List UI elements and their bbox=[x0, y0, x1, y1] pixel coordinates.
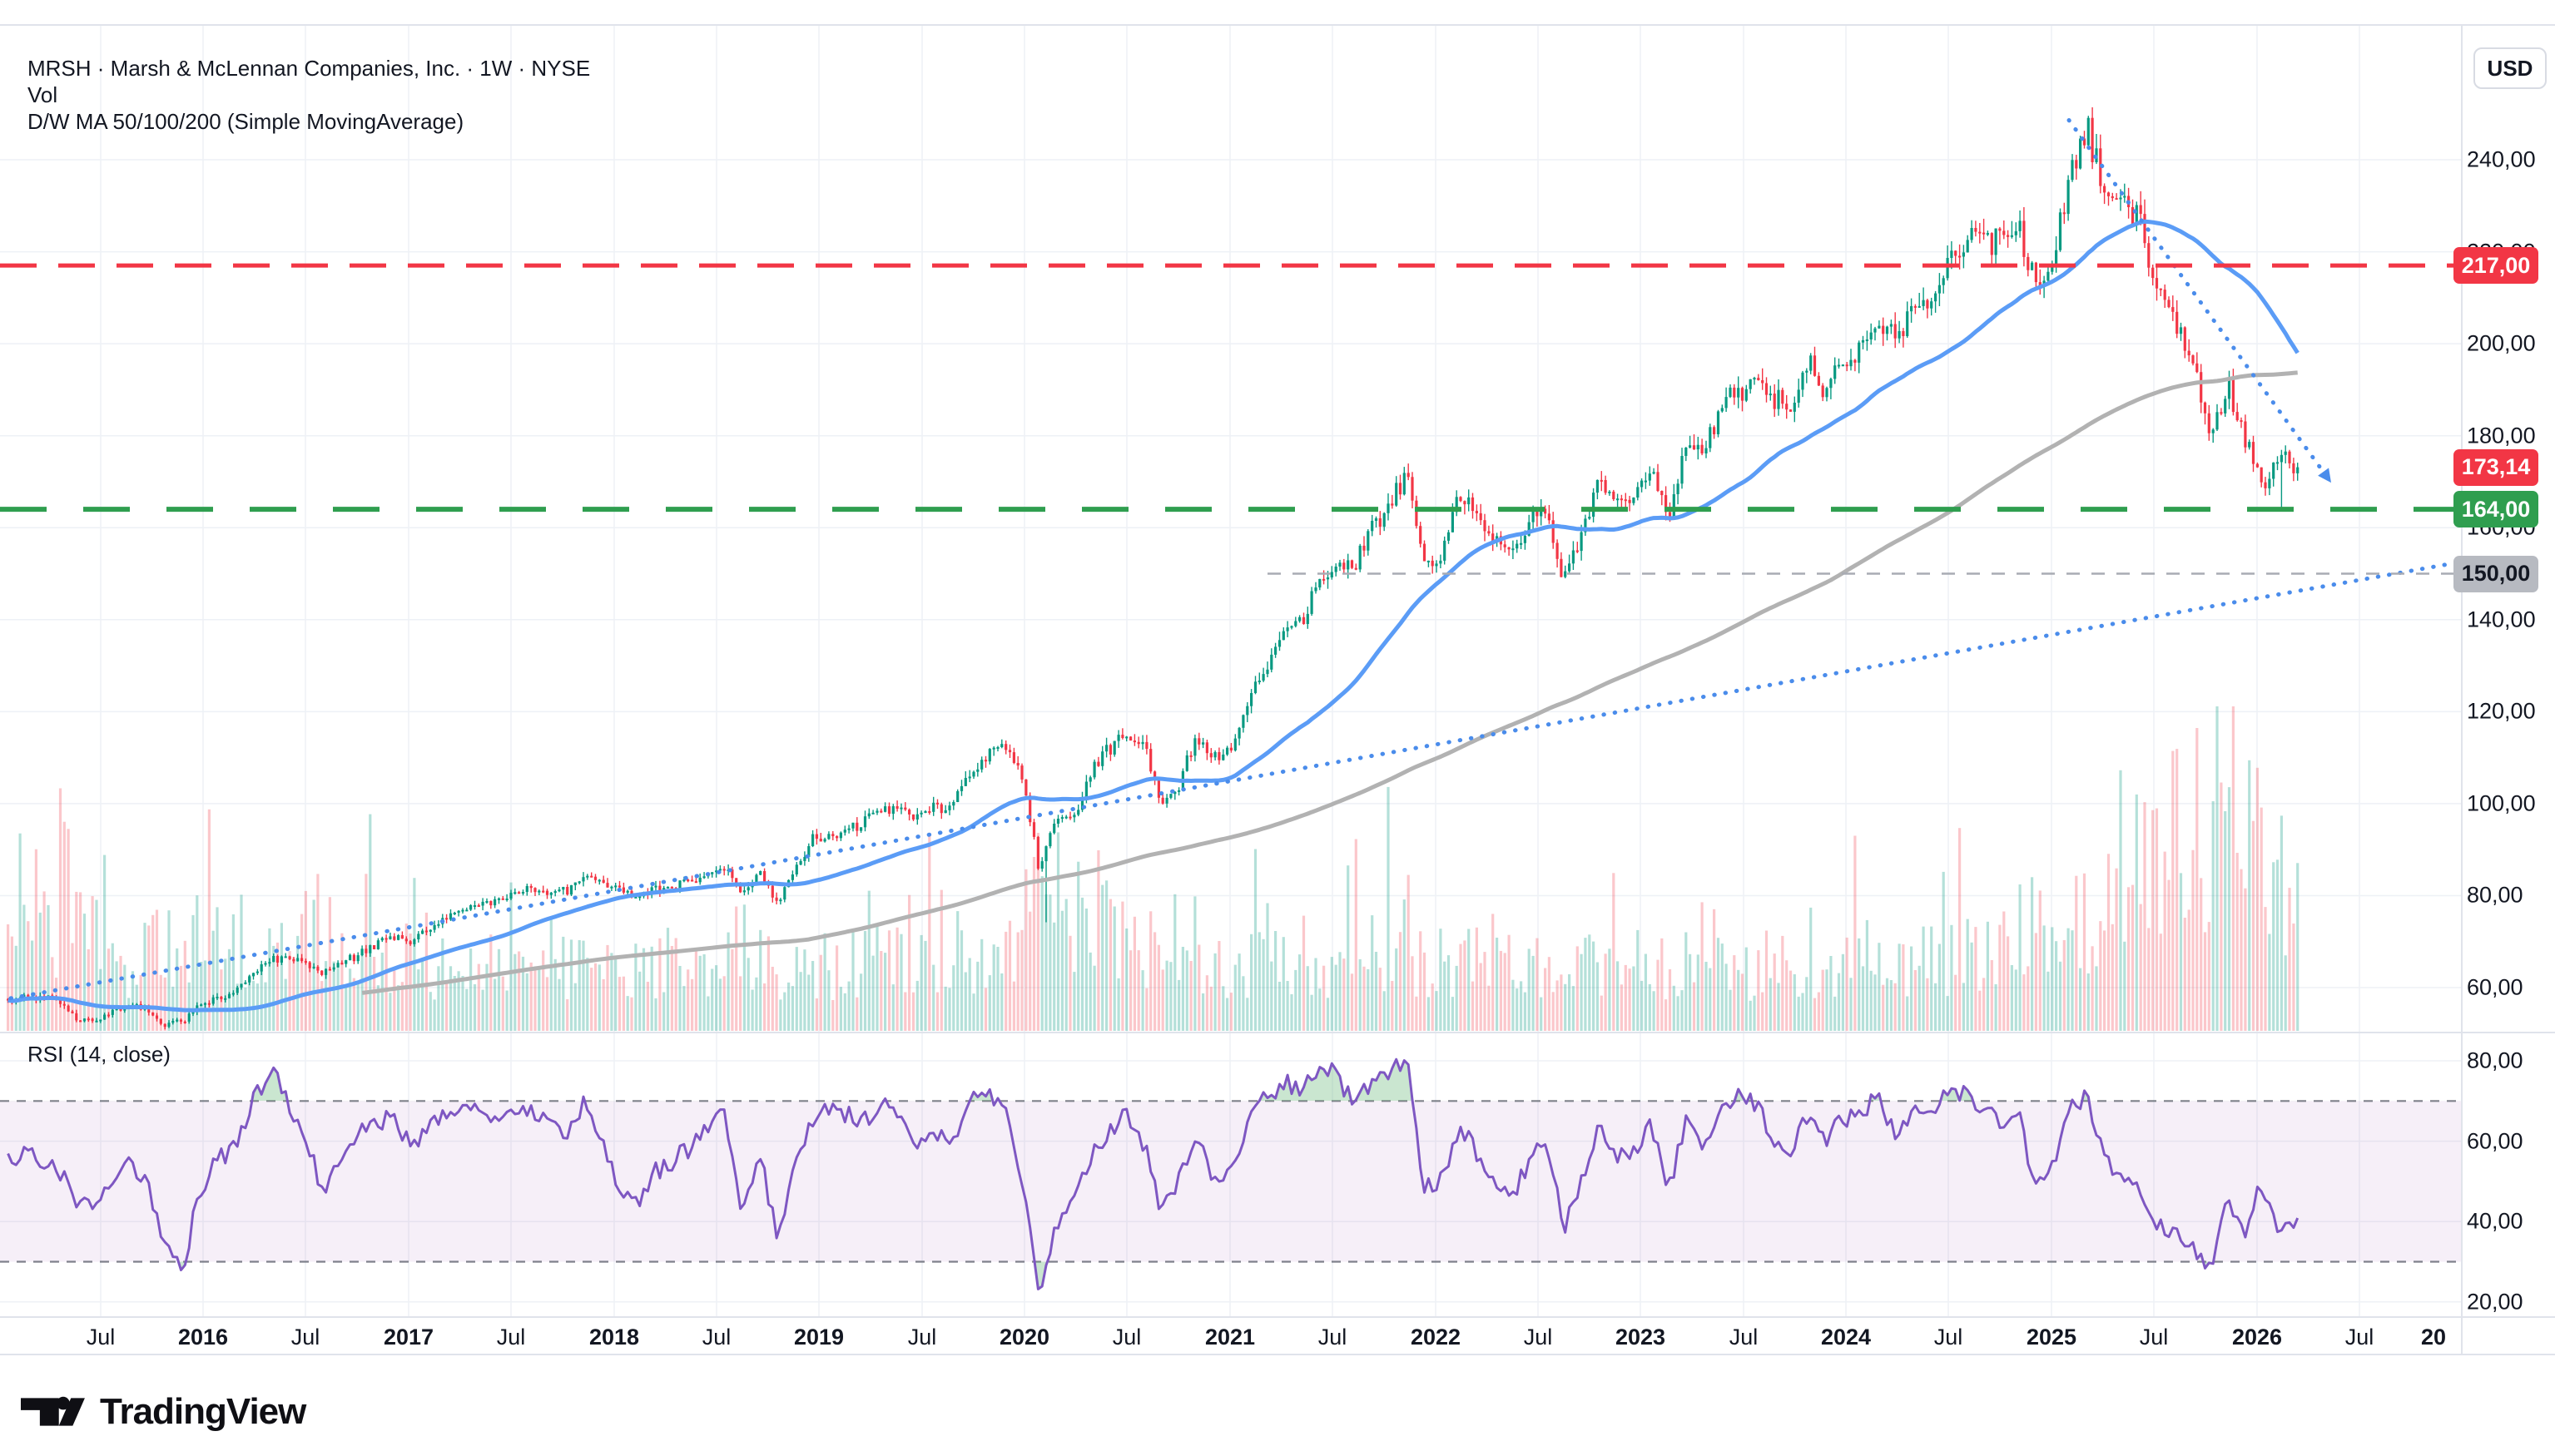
price-tick-label: 140,00 bbox=[2467, 607, 2536, 632]
time-tick-label: Jul bbox=[2344, 1325, 2374, 1350]
time-tick-label: 2021 bbox=[1204, 1325, 1256, 1350]
price-tick-label: 60,00 bbox=[2467, 974, 2523, 1000]
time-tick-label: 2022 bbox=[1410, 1325, 1461, 1350]
time-tick-label: 2017 bbox=[383, 1325, 434, 1350]
tradingview-mark-icon bbox=[21, 1396, 85, 1426]
last-price-badge: 173,14 bbox=[2453, 448, 2538, 486]
time-tick-label: 2020 bbox=[999, 1325, 1050, 1350]
time-tick-label: Jul bbox=[1112, 1325, 1142, 1350]
time-tick-label: 2024 bbox=[1820, 1325, 1872, 1350]
tradingview-logo[interactable]: TradingView bbox=[21, 1391, 306, 1433]
rsi-tick-label: 20,00 bbox=[2467, 1289, 2523, 1315]
indicator-ma-label[interactable]: D/W MA 50/100/200 (Simple MovingAverage) bbox=[27, 109, 464, 134]
time-tick-label: Jul bbox=[702, 1325, 732, 1350]
level-badge-217: 217,00 bbox=[2453, 247, 2538, 285]
price-tick-label: 120,00 bbox=[2467, 698, 2536, 724]
time-tick-label: 2018 bbox=[588, 1325, 640, 1350]
legend: MRSH · Marsh & McLennan Companies, Inc. … bbox=[27, 55, 590, 135]
tradingview-wordmark: TradingView bbox=[100, 1391, 306, 1432]
time-tick-label: 2023 bbox=[1615, 1325, 1666, 1350]
rsi-indicator-label[interactable]: RSI (14, close) bbox=[27, 1042, 171, 1067]
time-tick-label: Jul bbox=[1523, 1325, 1553, 1350]
time-tick-label: Jul bbox=[1933, 1325, 1963, 1350]
time-tick-label: Jul bbox=[86, 1325, 116, 1350]
time-tick-label: Jul bbox=[1317, 1325, 1347, 1350]
time-tick-label: Jul bbox=[907, 1325, 937, 1350]
rsi-tick-label: 80,00 bbox=[2467, 1047, 2523, 1073]
price-tick-label: 80,00 bbox=[2467, 882, 2523, 908]
symbol-title[interactable]: MRSH · Marsh & McLennan Companies, Inc. … bbox=[27, 56, 591, 81]
time-tick-label: Jul bbox=[496, 1325, 526, 1350]
time-tick-label: Jul bbox=[1729, 1325, 1759, 1350]
price-tick-label: 240,00 bbox=[2467, 146, 2536, 172]
rsi-tick-label: 40,00 bbox=[2467, 1208, 2523, 1234]
price-tick-label: 180,00 bbox=[2467, 423, 2536, 448]
time-tick-label: 20 bbox=[2420, 1325, 2447, 1350]
level-badge-164: 164,00 bbox=[2453, 491, 2538, 528]
indicator-volume-label[interactable]: Vol bbox=[27, 82, 58, 107]
level-badge-150: 150,00 bbox=[2453, 555, 2538, 592]
time-tick-label: 2026 bbox=[2231, 1325, 2283, 1350]
time-tick-label: Jul bbox=[290, 1325, 320, 1350]
time-tick-label: 2016 bbox=[177, 1325, 229, 1350]
time-tick-label: 2019 bbox=[793, 1325, 845, 1350]
price-tick-label: 100,00 bbox=[2467, 790, 2536, 816]
currency-button[interactable]: USD bbox=[2473, 47, 2547, 89]
time-tick-label: Jul bbox=[2139, 1325, 2169, 1350]
time-tick-label: 2025 bbox=[2026, 1325, 2077, 1350]
rsi-tick-label: 60,00 bbox=[2467, 1128, 2523, 1154]
price-tick-label: 200,00 bbox=[2467, 330, 2536, 356]
